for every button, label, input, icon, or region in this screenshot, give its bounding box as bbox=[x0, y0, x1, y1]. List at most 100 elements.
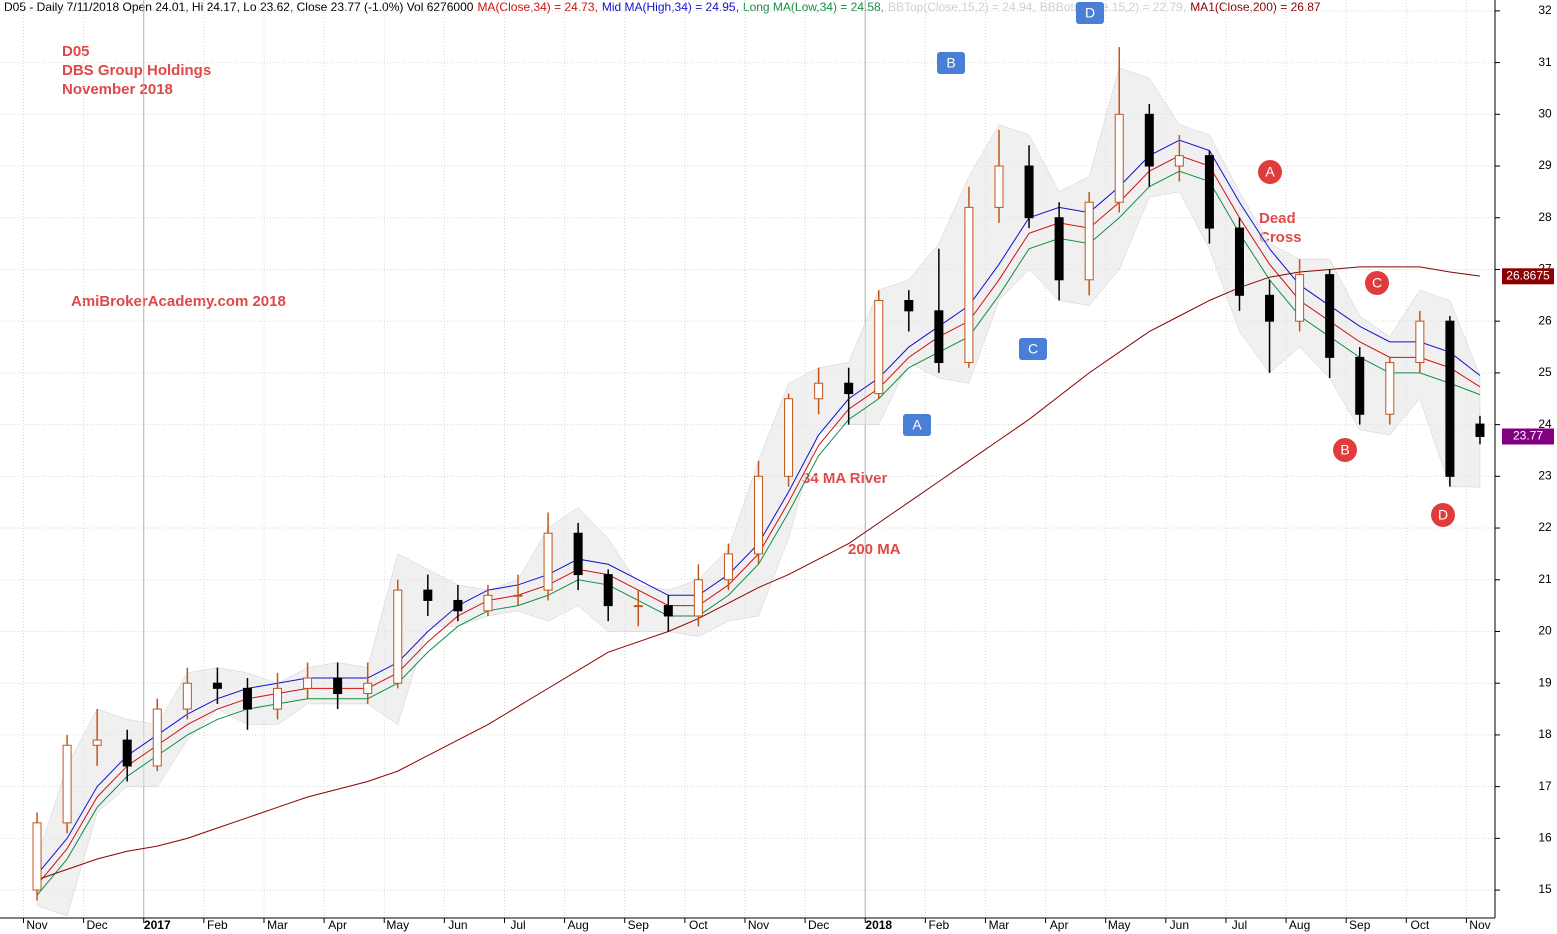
marker-box bbox=[903, 414, 931, 436]
candle-body bbox=[1415, 320, 1425, 364]
candle-body bbox=[1475, 423, 1485, 438]
y-tick-label: 26 bbox=[1538, 313, 1552, 327]
y-tick-label: 32 bbox=[1538, 3, 1552, 17]
price-tag-label: 23.77 bbox=[1513, 429, 1543, 443]
annotation: Dead bbox=[1259, 210, 1296, 227]
candle-body bbox=[423, 589, 433, 601]
x-tick-label: Dec bbox=[808, 918, 829, 932]
candle-body bbox=[723, 553, 733, 581]
watermark: AmiBrokerAcademy.com 2018 bbox=[71, 293, 286, 310]
marker-label: A bbox=[1265, 164, 1275, 180]
candle-body bbox=[573, 532, 583, 576]
candle-body bbox=[483, 594, 493, 612]
x-tick-label: Oct bbox=[689, 918, 708, 932]
candle-body bbox=[1385, 362, 1395, 415]
candle-body bbox=[1234, 227, 1244, 296]
candle-body bbox=[212, 682, 222, 689]
y-tick-label: 20 bbox=[1538, 624, 1552, 638]
plot bbox=[0, 0, 1495, 918]
x-tick-label: Feb bbox=[929, 918, 950, 932]
marker-label: A bbox=[912, 417, 922, 433]
candle-body bbox=[92, 739, 102, 746]
title-line: DBS Group Holdings bbox=[62, 62, 211, 79]
y-tick-label: 22 bbox=[1538, 520, 1552, 534]
marker-circle bbox=[1258, 160, 1282, 184]
candle-body bbox=[1084, 201, 1094, 281]
marker-label: B bbox=[946, 55, 955, 71]
marker-circle bbox=[1365, 271, 1389, 295]
x-tick-label: Aug bbox=[1289, 918, 1310, 932]
header-segment: D05 - Daily 7/11/2018 Open 24.01, Hi 24.… bbox=[4, 0, 474, 14]
candle-body bbox=[363, 682, 373, 695]
x-tick-label: Jul bbox=[1232, 918, 1247, 932]
x-tick-label: Nov bbox=[26, 918, 47, 932]
y-tick-label: 21 bbox=[1538, 572, 1552, 586]
candle-body bbox=[1445, 320, 1455, 477]
y-tick-label: 24 bbox=[1538, 417, 1552, 431]
marker-circle bbox=[1333, 438, 1357, 462]
candle-body bbox=[934, 310, 944, 364]
candle-body bbox=[453, 599, 463, 612]
annotation: 200 MA bbox=[848, 541, 901, 558]
y-tick-label: 18 bbox=[1538, 727, 1552, 741]
price-tag bbox=[1502, 428, 1554, 445]
candle-body bbox=[754, 475, 763, 555]
candle-body bbox=[1174, 155, 1184, 167]
marker-circle bbox=[1431, 503, 1455, 527]
annotation: Cross bbox=[1259, 229, 1302, 246]
title-line: D05 bbox=[62, 43, 90, 60]
candle-body bbox=[784, 398, 794, 477]
candle-body bbox=[693, 579, 703, 617]
candle-body bbox=[1325, 274, 1335, 358]
candle-body bbox=[32, 822, 42, 891]
candle-body bbox=[303, 677, 313, 689]
marker-box bbox=[1076, 2, 1104, 24]
y-tick-label: 19 bbox=[1538, 675, 1552, 689]
candle-body bbox=[1024, 165, 1034, 219]
candle-body bbox=[1144, 113, 1154, 167]
x-tick-label: Oct bbox=[1411, 918, 1430, 932]
candle-body bbox=[543, 532, 553, 591]
candle-body bbox=[242, 687, 252, 710]
x-tick-label: Jul bbox=[510, 918, 525, 932]
candle-body bbox=[964, 206, 974, 364]
candle-body bbox=[182, 682, 192, 710]
candle-body bbox=[874, 299, 884, 395]
x-tick-label: Jun bbox=[448, 918, 467, 932]
y-tick-label: 23 bbox=[1538, 468, 1552, 482]
candle-body bbox=[1054, 217, 1064, 281]
marker-label: D bbox=[1085, 5, 1095, 21]
candle-body bbox=[904, 299, 914, 312]
x-tick-label: Sep bbox=[628, 918, 650, 932]
header-segment: Mid MA(High,34) = 24.95, bbox=[602, 0, 739, 14]
marker-label: C bbox=[1028, 341, 1038, 357]
header-segment: BBBot(Close,15,2) = 22.79, bbox=[1040, 0, 1186, 14]
candle-body bbox=[633, 605, 643, 608]
x-tick-label: May bbox=[1108, 918, 1131, 932]
candle-body bbox=[122, 739, 132, 767]
marker-label: D bbox=[1438, 507, 1448, 523]
x-tick-label: Aug bbox=[567, 918, 588, 932]
candle-body bbox=[1355, 356, 1365, 415]
candle-body bbox=[844, 382, 854, 395]
candle-body bbox=[814, 382, 824, 400]
marker-box bbox=[1019, 338, 1047, 360]
y-tick-label: 28 bbox=[1538, 210, 1552, 224]
x-tick-label: Nov bbox=[748, 918, 769, 932]
y-tick-label: 30 bbox=[1538, 106, 1552, 120]
candle-body bbox=[1295, 274, 1305, 322]
candle-body bbox=[603, 574, 613, 607]
y-tick-label: 29 bbox=[1538, 158, 1552, 172]
candle-body bbox=[663, 605, 673, 617]
marker-label: C bbox=[1372, 275, 1382, 291]
price-tag bbox=[1502, 268, 1554, 285]
x-tick-label: Mar bbox=[267, 918, 288, 932]
x-tick-label: Mar bbox=[989, 918, 1010, 932]
candle-body bbox=[273, 687, 283, 710]
y-tick-label: 16 bbox=[1538, 831, 1552, 845]
marker-box bbox=[937, 52, 965, 74]
y-tick-label: 17 bbox=[1538, 779, 1552, 793]
x-tick-label: May bbox=[386, 918, 409, 932]
y-tick-label: 15 bbox=[1538, 882, 1552, 896]
header-segment: BBTop(Close,15,2) = 24.94, bbox=[888, 0, 1036, 14]
